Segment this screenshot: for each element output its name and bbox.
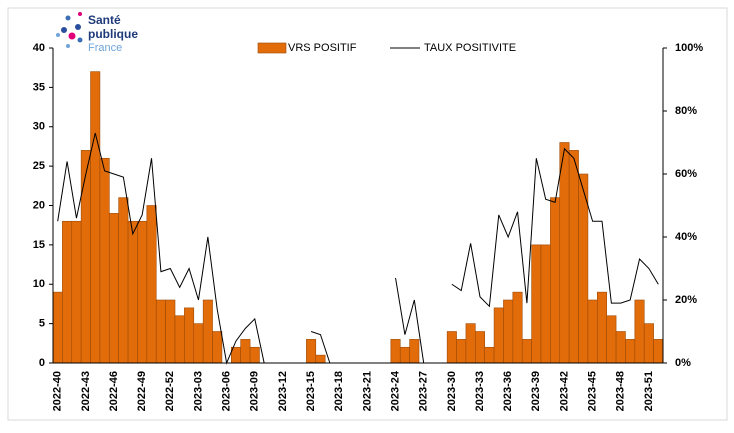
bar [212,331,223,364]
bar [390,339,401,364]
bar [193,323,204,364]
x-tick-label: 2022-52 [164,371,176,411]
bar [202,299,213,364]
bar [559,142,570,364]
bar [597,291,607,364]
x-tick-label: 2023-36 [502,371,514,411]
bar [456,339,467,364]
y2-tick-label: 80% [675,105,697,117]
bar [550,197,561,364]
bar [653,339,664,364]
logo-text: Santé [88,13,121,27]
x-tick-label: 2023-03 [192,371,204,411]
legend-label: VRS POSITIF [288,42,357,54]
y-tick-label: 5 [39,318,45,330]
y-tick-label: 0 [39,357,45,369]
x-tick-label: 2023-09 [249,371,261,411]
x-tick-label: 2023-30 [446,371,458,411]
bar [109,213,119,364]
bar [484,346,495,364]
y-tick-label: 15 [33,239,45,251]
bar [568,150,579,364]
bar [249,346,260,364]
bar [503,299,514,364]
x-tick-label: 2022-49 [136,371,148,411]
y-tick-label: 10 [33,278,45,290]
x-tick-label: 2023-51 [643,371,655,411]
x-tick-label: 2023-48 [615,371,627,411]
bar [521,339,532,364]
bar [71,220,82,364]
y-tick-label: 30 [33,121,45,133]
y2-tick-label: 20% [675,294,697,306]
bar [399,346,410,364]
x-tick-label: 2022-40 [52,371,64,411]
line [57,132,659,365]
bar [240,339,251,364]
y2-tick-label: 0% [675,357,691,369]
logo: Santé publique France [56,12,138,54]
x-tick-label: 2023-15 [305,371,317,411]
logo-text: France [88,42,122,54]
bar [184,307,195,364]
x-tick-label: 2023-06 [221,371,233,411]
bar [127,220,138,364]
x-tick-label: 2023-27 [418,371,430,411]
y2-tick-label: 100% [675,42,703,54]
bar [540,244,551,364]
bar [512,291,523,364]
legend-swatch [257,42,287,54]
bar [446,331,457,364]
bar [99,157,110,364]
y-tick-label: 35 [33,81,45,93]
x-tick-label: 2023-39 [530,371,542,411]
bar [137,220,148,364]
bar [465,323,476,364]
y-tick-label: 25 [33,160,45,172]
bar [409,339,420,364]
bar [80,150,91,364]
x-tick-label: 2022-46 [108,371,120,411]
frame [7,7,728,421]
y-tick-label: 20 [33,199,45,211]
y2-tick-label: 40% [675,231,697,243]
logo-text: publique [88,27,138,41]
bar [146,205,157,364]
bar [493,307,504,364]
x-tick-label: 2023-21 [361,371,373,411]
bar [475,331,485,364]
bar [174,315,185,364]
bar [118,197,129,364]
x-tick-label: 2023-45 [587,371,599,411]
bar [165,299,176,364]
bar [615,331,626,364]
y2-tick-label: 60% [675,168,697,180]
bar [625,339,636,364]
bar [315,354,326,364]
bar [606,315,617,364]
x-tick-label: 2023-42 [558,371,570,411]
bar [52,291,63,364]
bar [306,339,317,364]
x-tick-label: 2023-24 [389,370,401,411]
y-tick-label: 40 [33,42,45,54]
bar [90,71,101,364]
bar [643,323,654,364]
bar [587,299,598,364]
x-tick-label: 2022-43 [80,371,92,411]
bar [531,244,542,364]
legend-label: TAUX POSITIVITE [424,42,516,54]
bar [634,299,645,364]
x-tick-label: 2023-33 [474,371,486,411]
x-tick-label: 2023-12 [277,371,289,411]
x-tick-label: 2023-18 [333,371,345,411]
bar [62,220,73,364]
bar [155,299,166,364]
